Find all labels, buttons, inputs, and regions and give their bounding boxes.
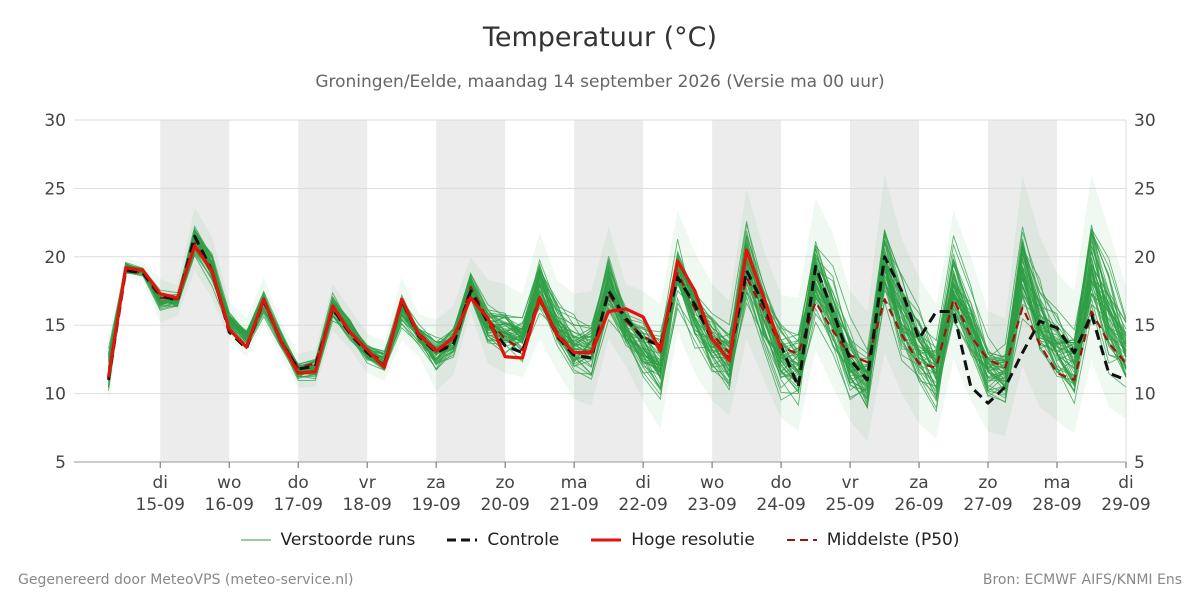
footer-credit: Gegenereerd door MeteoVPS (meteo-service… — [18, 572, 354, 588]
x-tick-date: 28-09 — [1032, 495, 1081, 515]
x-tick-day: ma — [561, 473, 588, 493]
ensemble-member-line — [108, 240, 1127, 387]
x-tick-date: 24-09 — [756, 495, 805, 515]
footer-source: Bron: ECMWF AIFS/KNMI Ens — [982, 572, 1182, 588]
y-tick-label: 15 — [1134, 316, 1156, 336]
x-tick-day: zo — [495, 473, 514, 493]
x-tick-date: 29-09 — [1101, 495, 1150, 515]
chart-title: Temperatuur (°C) — [482, 22, 718, 53]
x-tick-day: di — [1118, 473, 1134, 493]
legend-label-ensemble: Verstoorde runs — [280, 530, 416, 550]
y-tick-label: 30 — [1134, 111, 1156, 131]
day-band — [298, 120, 368, 462]
legend-swatch-ensemble — [240, 539, 271, 541]
x-tick-date: 25-09 — [825, 495, 874, 515]
x-tick-date: 22-09 — [618, 495, 667, 515]
y-axis-left: 5 10 15 20 25 30 — [44, 111, 66, 473]
x-tick-day: vr — [359, 473, 376, 493]
y-tick-label: 10 — [1134, 385, 1156, 405]
x-tick-day: di — [635, 473, 651, 493]
x-tick-date: 16-09 — [205, 495, 254, 515]
legend-item-control[interactable]: Controle — [447, 530, 559, 550]
legend-swatch-median — [786, 539, 817, 541]
legend-swatch-hires — [591, 538, 622, 542]
chart-subtitle: Groningen/Eelde, maandag 14 september 20… — [315, 72, 885, 92]
y-axis-right: 5 10 15 20 25 30 — [1134, 111, 1156, 473]
ensemble-member-line — [108, 235, 1127, 399]
y-tick-label: 25 — [44, 179, 66, 199]
x-tick-day: wo — [217, 473, 241, 493]
x-tick-day: za — [909, 473, 928, 493]
x-tick-date: 26-09 — [894, 495, 943, 515]
x-tick-day: zo — [978, 473, 997, 493]
legend-label-median: Middelste (P50) — [826, 530, 960, 550]
y-tick-label: 5 — [55, 453, 66, 473]
y-tick-label: 20 — [44, 248, 66, 268]
x-tick-day: za — [426, 473, 445, 493]
legend-swatch-control — [447, 538, 478, 542]
x-tick-day: vr — [842, 473, 859, 493]
x-tick-date: 19-09 — [411, 495, 460, 515]
x-axis: di15-09wo16-09do17-09vr18-09za19-09zo20-… — [136, 462, 1151, 515]
legend-item-ensemble[interactable]: Verstoorde runs — [240, 530, 416, 550]
forecast-lines — [106, 234, 1127, 405]
x-tick-day: do — [770, 473, 791, 493]
y-tick-label: 25 — [1134, 179, 1156, 199]
y-tick-label: 5 — [1134, 453, 1145, 473]
ensemble-member-line — [108, 250, 1127, 380]
x-tick-date: 15-09 — [136, 495, 185, 515]
x-tick-day: wo — [700, 473, 724, 493]
x-tick-day: di — [152, 473, 168, 493]
x-tick-date: 20-09 — [480, 495, 529, 515]
x-tick-day: do — [288, 473, 309, 493]
x-tick-date: 18-09 — [342, 495, 391, 515]
legend-item-median[interactable]: Middelste (P50) — [786, 530, 960, 550]
legend-label-hires: Hoge resolutie — [631, 530, 755, 550]
x-tick-date: 21-09 — [549, 495, 598, 515]
y-tick-label: 10 — [44, 385, 66, 405]
y-tick-label: 15 — [44, 316, 66, 336]
x-tick-date: 17-09 — [273, 495, 322, 515]
x-tick-date: 27-09 — [963, 495, 1012, 515]
grid-lines — [74, 119, 1127, 463]
y-tick-label: 20 — [1134, 248, 1156, 268]
legend: Verstoorde runs Controle Hoge resolutie … — [0, 530, 1200, 550]
legend-label-control: Controle — [487, 530, 560, 550]
legend-item-hires[interactable]: Hoge resolutie — [591, 530, 755, 550]
weekend-bands — [160, 120, 1058, 462]
x-tick-date: 23-09 — [687, 495, 736, 515]
y-tick-label: 30 — [44, 111, 66, 131]
x-tick-day: ma — [1044, 473, 1071, 493]
hires-line — [106, 244, 783, 378]
